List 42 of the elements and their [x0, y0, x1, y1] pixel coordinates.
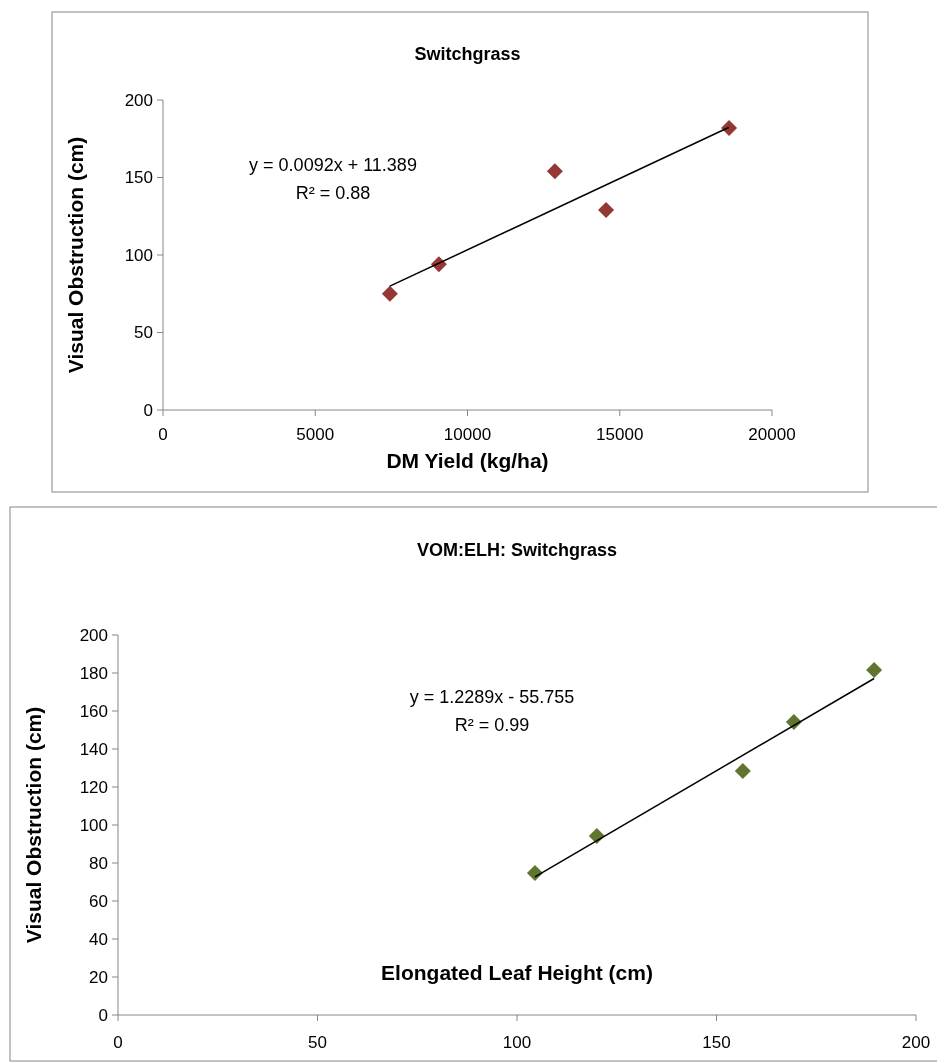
y-tick-label: 50: [134, 323, 153, 343]
x-axis-title: Elongated Leaf Height (cm): [381, 961, 653, 984]
x-tick-label: 10000: [443, 425, 492, 444]
y-tick-label: 60: [89, 891, 108, 911]
y-axis-title: Visual Obstruction (cm): [22, 706, 46, 944]
y-tick-label: 100: [124, 245, 153, 265]
x-tick-label: 20000: [748, 425, 796, 444]
x-tick-label: 100: [502, 1033, 532, 1052]
y-tick-label: 200: [124, 90, 153, 110]
x-tick-label: 200: [901, 1033, 931, 1052]
annotation: R² = 0.88: [295, 183, 371, 203]
annotation: y = 0.0092x + 11.389: [249, 155, 417, 175]
point: [546, 163, 563, 180]
chart-title: VOM:ELH: Switchgrass: [416, 540, 618, 560]
y-tick-label: 140: [79, 739, 108, 759]
y-tick-label: 180: [79, 663, 108, 683]
y-tick-label: 0: [98, 1005, 108, 1025]
y-axis-title: Visual Obstruction (cm): [64, 136, 88, 374]
x-tick-label: 5000: [296, 425, 335, 444]
y-tick-label: 40: [89, 929, 108, 949]
x-tick-label: 15000: [596, 425, 644, 444]
y-tick-label: 80: [89, 853, 108, 873]
annotation: y = 1.2289x - 55.755: [409, 687, 575, 707]
x-tick-label: 150: [702, 1033, 731, 1052]
x-axis-title: DM Yield (kg/ha): [386, 449, 549, 472]
y-tick-label: 120: [79, 777, 108, 797]
point: [866, 661, 883, 678]
chart-title: Switchgrass: [414, 44, 521, 64]
y-tick-label: 100: [79, 815, 108, 835]
y-tick-label: 20: [89, 967, 108, 987]
y-tick-label: 200: [79, 625, 108, 645]
y-tick-label: 0: [143, 400, 153, 420]
point: [381, 285, 398, 302]
annotation: R² = 0.99: [454, 715, 530, 735]
x-tick-label: 50: [308, 1033, 327, 1052]
point: [598, 202, 615, 219]
x-tick-label: 0: [158, 425, 168, 444]
point: [721, 119, 738, 136]
point: [734, 763, 751, 780]
y-tick-label: 160: [79, 701, 108, 721]
point: [526, 865, 543, 882]
y-tick-label: 150: [124, 168, 153, 188]
